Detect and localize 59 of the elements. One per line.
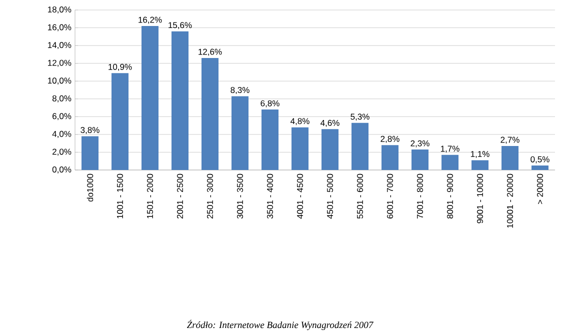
bar [532,166,548,170]
y-tick-label: 8,0% [52,95,72,102]
y-tick-label: 4,0% [52,130,72,138]
bar [352,122,368,170]
bar [262,110,279,170]
y-tick-label: 14,0% [48,42,72,50]
bar [82,136,99,170]
data-label: 2,8% [380,136,400,143]
x-tick-label: 8001 - 9000 [447,174,454,219]
x-tick-label: 2001 - 2500 [177,174,184,218]
y-tick-label: 12,0% [48,60,72,67]
x-tick-label: 2501 - 3000 [207,174,214,218]
x-tick-label: 10001 - 20000 [507,174,514,228]
bar [502,146,518,170]
data-label: 8,3% [230,87,250,94]
x-tick-label: > 20000 [537,174,544,204]
text: Źródło: Internetowe Badanie Wynagrodzeń 2007 [186,320,374,330]
data-label: 15,6% [168,22,192,30]
data-label: 5,3% [350,114,370,121]
x-tick-label: 9001 - 10000 [477,174,484,224]
data-label: 4,6% [320,120,340,127]
x-tick-label: 1001 - 1500 [117,174,124,218]
x-tick-label: 5501 - 6000 [357,174,364,219]
bar [292,127,309,170]
x-tick-label: 3501 - 4000 [267,174,274,219]
y-tick-label: 0,0% [52,166,72,174]
data-label: 2,3% [410,140,430,148]
bar [142,26,159,170]
x-tick-label: do1000 [86,174,94,202]
y-tick-label: 18,0% [48,6,72,14]
y-tick-label: 16,0% [48,24,72,32]
data-label: 1,1% [470,151,490,158]
bar [322,129,339,170]
x-tick-label: 6001 - 7000 [387,174,394,218]
data-label: 16,2% [138,16,162,24]
bar [172,31,189,170]
x-tick-label: 4501 - 5000 [327,174,334,219]
data-label: 6,8% [260,100,280,108]
y-tick-label: 10,0% [48,78,72,85]
bar [112,73,129,170]
data-label: 1,7% [440,146,460,153]
x-tick-label: 4001 - 4500 [297,174,304,219]
bar [412,150,428,170]
bar [232,96,249,170]
data-label: 2,7% [500,136,520,144]
x-tick-label: 3001 - 3500 [237,174,244,219]
y-tick-label: 2,0% [52,148,72,156]
y-tick-label: 6,0% [52,113,72,120]
bar [202,58,219,170]
data-label: 3,8% [80,127,100,134]
bar [472,160,488,170]
data-label: 0,5% [530,156,550,164]
data-label: 10,9% [108,64,132,71]
bar [442,154,458,170]
data-label: 12,6% [198,48,222,56]
x-tick-label: 7001 - 8000 [417,174,424,218]
x-tick-label: 1501 - 2000 [147,174,154,218]
data-label: 4,8% [290,118,310,126]
bar [382,145,399,170]
